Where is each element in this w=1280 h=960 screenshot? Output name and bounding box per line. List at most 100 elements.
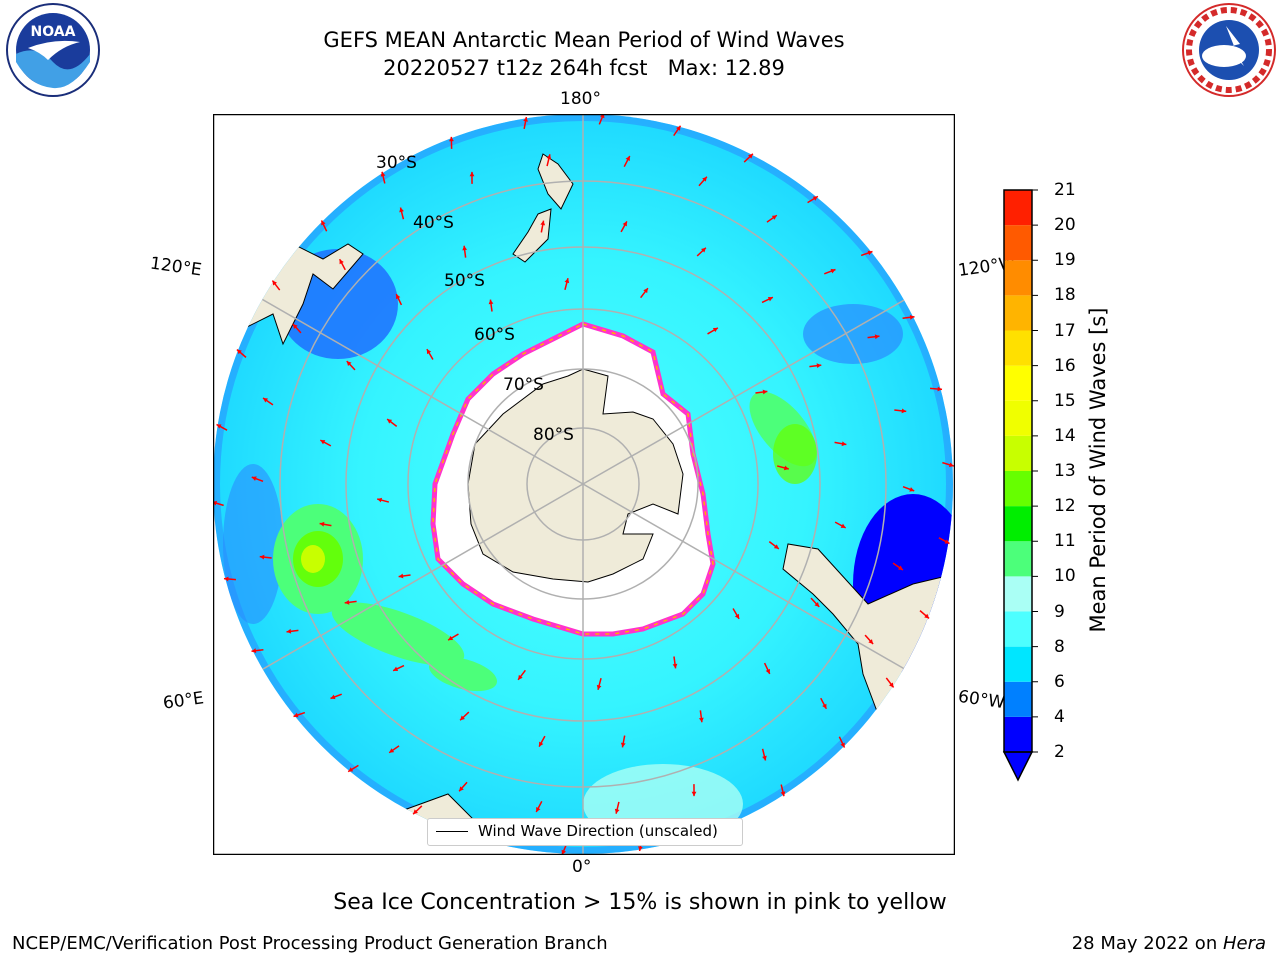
nws-logo-icon — [1182, 3, 1276, 97]
wind-arrow-head — [816, 363, 822, 369]
polar-map — [213, 114, 955, 855]
wind-arrow-head — [413, 809, 418, 815]
wind-arrow-head — [330, 694, 336, 700]
wind-arrow-head — [830, 268, 836, 274]
wind-arrow-head — [346, 361, 352, 366]
wind-arrow-head — [762, 389, 768, 395]
wind-arrow-head — [620, 742, 626, 748]
wind-arrow-head — [293, 712, 299, 718]
wind-arrow-head — [286, 628, 292, 634]
colorbar-segment — [1004, 716, 1032, 752]
lat-label-50s: 50°S — [444, 271, 485, 291]
legend-line-sample — [436, 831, 468, 832]
wind-arrow-head — [691, 791, 697, 797]
wind-arrow-head — [909, 314, 915, 320]
wind-arrow-head — [449, 136, 454, 142]
wind-arrow-head — [874, 334, 880, 340]
wind-arrow-head — [672, 663, 678, 669]
wind-arrow-head — [380, 171, 386, 177]
wind-arrow-head — [399, 207, 404, 213]
wind-arrow-head — [259, 554, 265, 560]
wind-direction-arrows — [213, 114, 955, 855]
colorbar-tick-label: 16 — [1054, 355, 1076, 376]
colorbar-tick-label: 15 — [1054, 390, 1076, 411]
lat-label-70s: 70°S — [503, 375, 544, 395]
svg-text:NOAA: NOAA — [31, 24, 76, 40]
colorbar — [1002, 189, 1038, 782]
colorbar-segment — [1004, 365, 1032, 401]
wind-arrow-head — [536, 806, 541, 812]
wind-arrow-head — [944, 539, 950, 544]
wind-arrow-head — [701, 247, 706, 253]
wind-arrow-head — [948, 462, 954, 468]
wind-arrow-head — [460, 715, 465, 721]
colorbar-tick-label: 17 — [1054, 320, 1076, 341]
wind-arrow-head — [272, 280, 277, 286]
colorbar-tick-label: 2 — [1054, 742, 1065, 762]
wind-arrow-head — [897, 565, 903, 570]
colorbar-segment — [1004, 646, 1032, 682]
wind-arrow-head — [767, 296, 773, 302]
colorbar-segment — [1004, 330, 1032, 366]
wind-arrow-head — [783, 465, 789, 471]
wind-arrow-head — [319, 521, 325, 527]
wind-arrow-head — [523, 117, 528, 122]
colorbar-tick-label: 12 — [1054, 496, 1076, 517]
colorbar-tick-label: 21 — [1054, 180, 1076, 200]
lon-label-60e: 60°E — [161, 688, 206, 714]
colorbar-segment — [1004, 435, 1032, 471]
wind-arrow-head — [712, 327, 718, 333]
lat-label-80s: 80°S — [533, 425, 574, 445]
wind-arrow-head — [469, 171, 475, 177]
lon-label-120e: 120°E — [148, 253, 203, 281]
footer-date: 28 May 2022 on Hera — [1072, 933, 1266, 954]
lon-label-60w: 60°W — [956, 686, 1007, 714]
wind-arrow-head — [216, 424, 222, 429]
wind-arrow-head — [426, 349, 432, 355]
wind-arrow-head — [339, 259, 344, 265]
wind-arrow-head — [321, 220, 326, 226]
colorbar-segment — [1004, 576, 1032, 612]
wind-arrow-head — [488, 299, 494, 305]
legend-label: Wind Wave Direction (unscaled) — [478, 822, 718, 840]
wind-arrow-head — [867, 250, 873, 256]
map-legend: Wind Wave Direction (unscaled) — [427, 818, 743, 846]
wind-arrow-head — [564, 278, 570, 284]
colorbar-segment — [1004, 611, 1032, 647]
chart-subtitle: 20220527 t12z 264h fcst Max: 12.89 — [383, 56, 785, 80]
colorbar-segment — [1004, 471, 1032, 507]
lon-label-0: 0° — [572, 857, 592, 877]
wind-arrow-head — [924, 613, 930, 619]
wind-arrow-head — [676, 125, 681, 131]
wind-arrow-head — [448, 635, 454, 641]
colorbar-tick-label: 6 — [1054, 671, 1065, 692]
wind-arrow-head — [773, 544, 779, 549]
chart-title: GEFS MEAN Antarctic Mean Period of Wind … — [323, 28, 845, 52]
wind-arrow-head — [734, 613, 740, 619]
colorbar-tick-label: 4 — [1054, 706, 1065, 727]
wind-arrow-head — [263, 398, 269, 403]
wind-arrow-head — [251, 476, 257, 481]
colorbar-segment — [1004, 541, 1032, 577]
wind-arrow-head — [387, 419, 393, 424]
colorbar-tick-label: 8 — [1054, 636, 1065, 657]
wind-arrow-head — [822, 703, 827, 709]
wind-arrow-head — [389, 748, 395, 753]
lat-label-60s: 60°S — [474, 325, 515, 345]
wind-arrow-head — [459, 786, 464, 792]
sea-ice-note: Sea Ice Concentration > 15% is shown in … — [333, 890, 947, 915]
colorbar-segment — [1004, 190, 1032, 226]
lat-label-30s: 30°S — [376, 153, 417, 173]
wind-arrow-head — [462, 245, 468, 251]
wind-arrow-head — [937, 386, 943, 392]
footer-credit: NCEP/EMC/Verification Post Processing Pr… — [12, 933, 608, 954]
wind-arrow-head — [348, 767, 354, 772]
colorbar-segment — [1004, 225, 1032, 261]
colorbar-segment — [1004, 681, 1032, 717]
wind-arrow-head — [765, 668, 771, 674]
wind-arrow-head — [236, 349, 242, 355]
wind-arrow-head — [812, 196, 818, 201]
wind-arrow-head — [251, 648, 257, 654]
wind-arrow-head — [638, 846, 643, 851]
wind-arrow-head — [561, 849, 566, 855]
